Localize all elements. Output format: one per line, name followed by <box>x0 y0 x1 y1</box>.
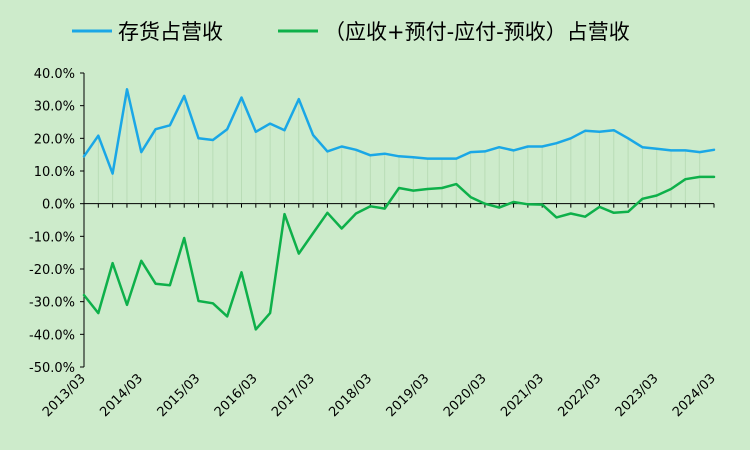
inventory-area-hatch <box>97 89 701 204</box>
x-tick-label: 2014/03 <box>97 371 146 420</box>
y-tick-label: 30.0% <box>34 100 75 115</box>
series-layer <box>82 88 716 331</box>
x-tick-label: 2013/03 <box>40 371 89 420</box>
legend-label-inventory: 存货占营收 <box>118 20 223 44</box>
x-tick-label: 2018/03 <box>326 371 375 420</box>
y-tick-label: -20.0% <box>29 263 75 278</box>
x-tick-label: 2015/03 <box>155 371 204 420</box>
x-tick-label: 2017/03 <box>269 371 318 420</box>
x-tick-label: 2022/03 <box>555 371 604 420</box>
y-tick-label: -50.0% <box>29 361 75 376</box>
y-tick-label: 40.0% <box>34 67 75 82</box>
y-tick-label: -30.0% <box>29 296 75 311</box>
y-tick-label: -10.0% <box>29 230 75 245</box>
x-tick-label: 2016/03 <box>212 371 261 420</box>
y-tick-label: -40.0% <box>29 328 75 343</box>
legend: 存货占营收 （应收+预付-应付-预收）占营收 <box>72 20 630 44</box>
series-line-inventory <box>82 88 716 175</box>
y-tick-label: 10.0% <box>34 165 75 180</box>
axes: -50.0% -40.0% -30.0% -20.0% -10.0% 0.0% 10.0% 2… <box>29 67 719 420</box>
y-tick-label: 20.0% <box>34 132 75 147</box>
legend-label-working-capital: （应收+预付-应付-预收）占营收 <box>324 20 630 44</box>
x-tick-label: 2023/03 <box>613 371 662 420</box>
series-line-working-capital <box>82 175 716 331</box>
y-tick-label: 0.0% <box>42 198 75 213</box>
x-tick-label: 2020/03 <box>441 371 490 420</box>
x-tick-label: 2024/03 <box>670 371 719 420</box>
x-tick-label: 2021/03 <box>498 371 547 420</box>
x-tick-label: 2019/03 <box>384 371 433 420</box>
